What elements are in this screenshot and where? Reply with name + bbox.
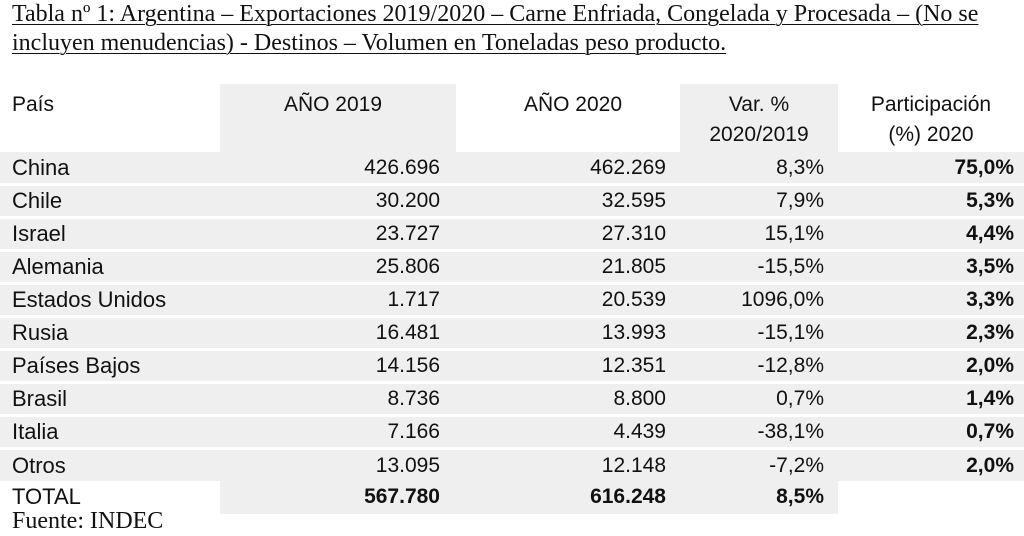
cell-year-2020: 21.805 xyxy=(456,249,680,284)
header-year-2020: AÑO 2020 xyxy=(523,93,623,116)
table-row: Italia 7.166 4.439 -38,1% 0,7% xyxy=(0,414,1024,449)
cell-country: Israel xyxy=(0,216,220,251)
cell-participation: 3,5% xyxy=(838,249,1024,284)
cell-variation: 8,3% xyxy=(680,152,838,185)
header-participation: Participación (%) 2020 xyxy=(838,84,1024,152)
cell-participation: 4,4% xyxy=(838,216,1024,251)
source-note: Fuente: INDEC xyxy=(12,508,164,534)
table-title: Tabla nº 1: Argentina – Exportaciones 20… xyxy=(12,1,979,56)
cell-variation: -12,8% xyxy=(680,348,838,383)
table-row: Rusia 16.481 13.993 -15,1% 2,3% xyxy=(0,315,1024,350)
cell-country: China xyxy=(0,152,220,185)
cell-year-2019: 23.727 xyxy=(220,216,456,251)
table-row: Israel 23.727 27.310 15,1% 4,4% xyxy=(0,216,1024,251)
header-year-2019: AÑO 2019 xyxy=(220,84,456,152)
cell-year-2019: 16.481 xyxy=(220,315,456,350)
cell-participation: 2,3% xyxy=(838,315,1024,350)
table-row-total: TOTAL 567.780 616.248 8,5% xyxy=(0,481,1024,514)
cell-participation: 0,7% xyxy=(838,414,1024,449)
cell-year-2019: 567.780 xyxy=(220,481,456,514)
cell-participation: 2,0% xyxy=(838,447,1024,482)
cell-country: Chile xyxy=(0,183,220,218)
cell-participation: 1,4% xyxy=(838,381,1024,416)
cell-year-2019: 426.696 xyxy=(220,152,456,185)
cell-year-2020: 462.269 xyxy=(456,152,680,185)
cell-year-2019: 25.806 xyxy=(220,249,456,284)
cell-country: Otros xyxy=(0,447,220,482)
cell-year-2020: 27.310 xyxy=(456,216,680,251)
cell-year-2019: 14.156 xyxy=(220,348,456,383)
cell-country: Estados Unidos xyxy=(0,282,220,317)
cell-variation: 8,5% xyxy=(680,481,838,514)
cell-country: Italia xyxy=(0,414,220,449)
cell-year-2019: 1.717 xyxy=(220,282,456,317)
cell-participation: 2,0% xyxy=(838,348,1024,383)
cell-year-2020: 8.800 xyxy=(456,381,680,416)
cell-year-2019: 7.166 xyxy=(220,414,456,449)
cell-participation: 3,3% xyxy=(838,282,1024,317)
exports-table: País AÑO 2019 AÑO 2020 Var. % 2020/2019 … xyxy=(0,84,1024,514)
cell-participation: 5,3% xyxy=(838,183,1024,218)
header-country: País xyxy=(12,93,55,116)
cell-variation: 0,7% xyxy=(680,381,838,416)
cell-year-2020: 13.993 xyxy=(456,315,680,350)
header-variation: Var. % 2020/2019 xyxy=(680,84,838,152)
cell-country: Países Bajos xyxy=(0,348,220,383)
table-row: Chile 30.200 32.595 7,9% 5,3% xyxy=(0,183,1024,218)
header-participation-line1: Participación xyxy=(870,93,992,116)
table-row: Alemania 25.806 21.805 -15,5% 3,5% xyxy=(0,249,1024,284)
table-row: China 426.696 462.269 8,3% 75,0% xyxy=(0,152,1024,185)
cell-year-2020: 4.439 xyxy=(456,414,680,449)
cell-year-2019: 30.200 xyxy=(220,183,456,218)
table-row: Estados Unidos 1.717 20.539 1096,0% 3,3% xyxy=(0,282,1024,317)
table-row: Países Bajos 14.156 12.351 -12,8% 2,0% xyxy=(0,348,1024,383)
cell-country: TOTAL xyxy=(12,484,81,510)
cell-country: Rusia xyxy=(0,315,220,350)
cell-year-2020: 12.351 xyxy=(456,348,680,383)
cell-variation: -38,1% xyxy=(680,414,838,449)
cell-year-2020: 616.248 xyxy=(456,481,680,514)
table-row: Otros 13.095 12.148 -7,2% 2,0% xyxy=(0,447,1024,482)
cell-variation: -7,2% xyxy=(680,447,838,482)
cell-participation xyxy=(838,481,1024,514)
cell-participation: 75,0% xyxy=(838,152,1024,185)
cell-year-2020: 32.595 xyxy=(456,183,680,218)
cell-variation: -15,5% xyxy=(680,249,838,284)
cell-variation: 7,9% xyxy=(680,183,838,218)
cell-year-2019: 13.095 xyxy=(220,447,456,482)
header-variation-line1: Var. % xyxy=(728,93,790,116)
cell-year-2020: 20.539 xyxy=(456,282,680,317)
cell-variation: 1096,0% xyxy=(680,282,838,317)
header-row: País AÑO 2019 AÑO 2020 Var. % 2020/2019 … xyxy=(0,84,1024,152)
cell-variation: 15,1% xyxy=(680,216,838,251)
cell-year-2020: 12.148 xyxy=(456,447,680,482)
cell-country: Alemania xyxy=(0,249,220,284)
cell-year-2019: 8.736 xyxy=(220,381,456,416)
header-participation-line2: (%) 2020 xyxy=(888,123,974,146)
cell-variation: -15,1% xyxy=(680,315,838,350)
header-variation-line2: 2020/2019 xyxy=(709,123,809,146)
table-row: Brasil 8.736 8.800 0,7% 1,4% xyxy=(0,381,1024,416)
cell-country: Brasil xyxy=(0,381,220,416)
